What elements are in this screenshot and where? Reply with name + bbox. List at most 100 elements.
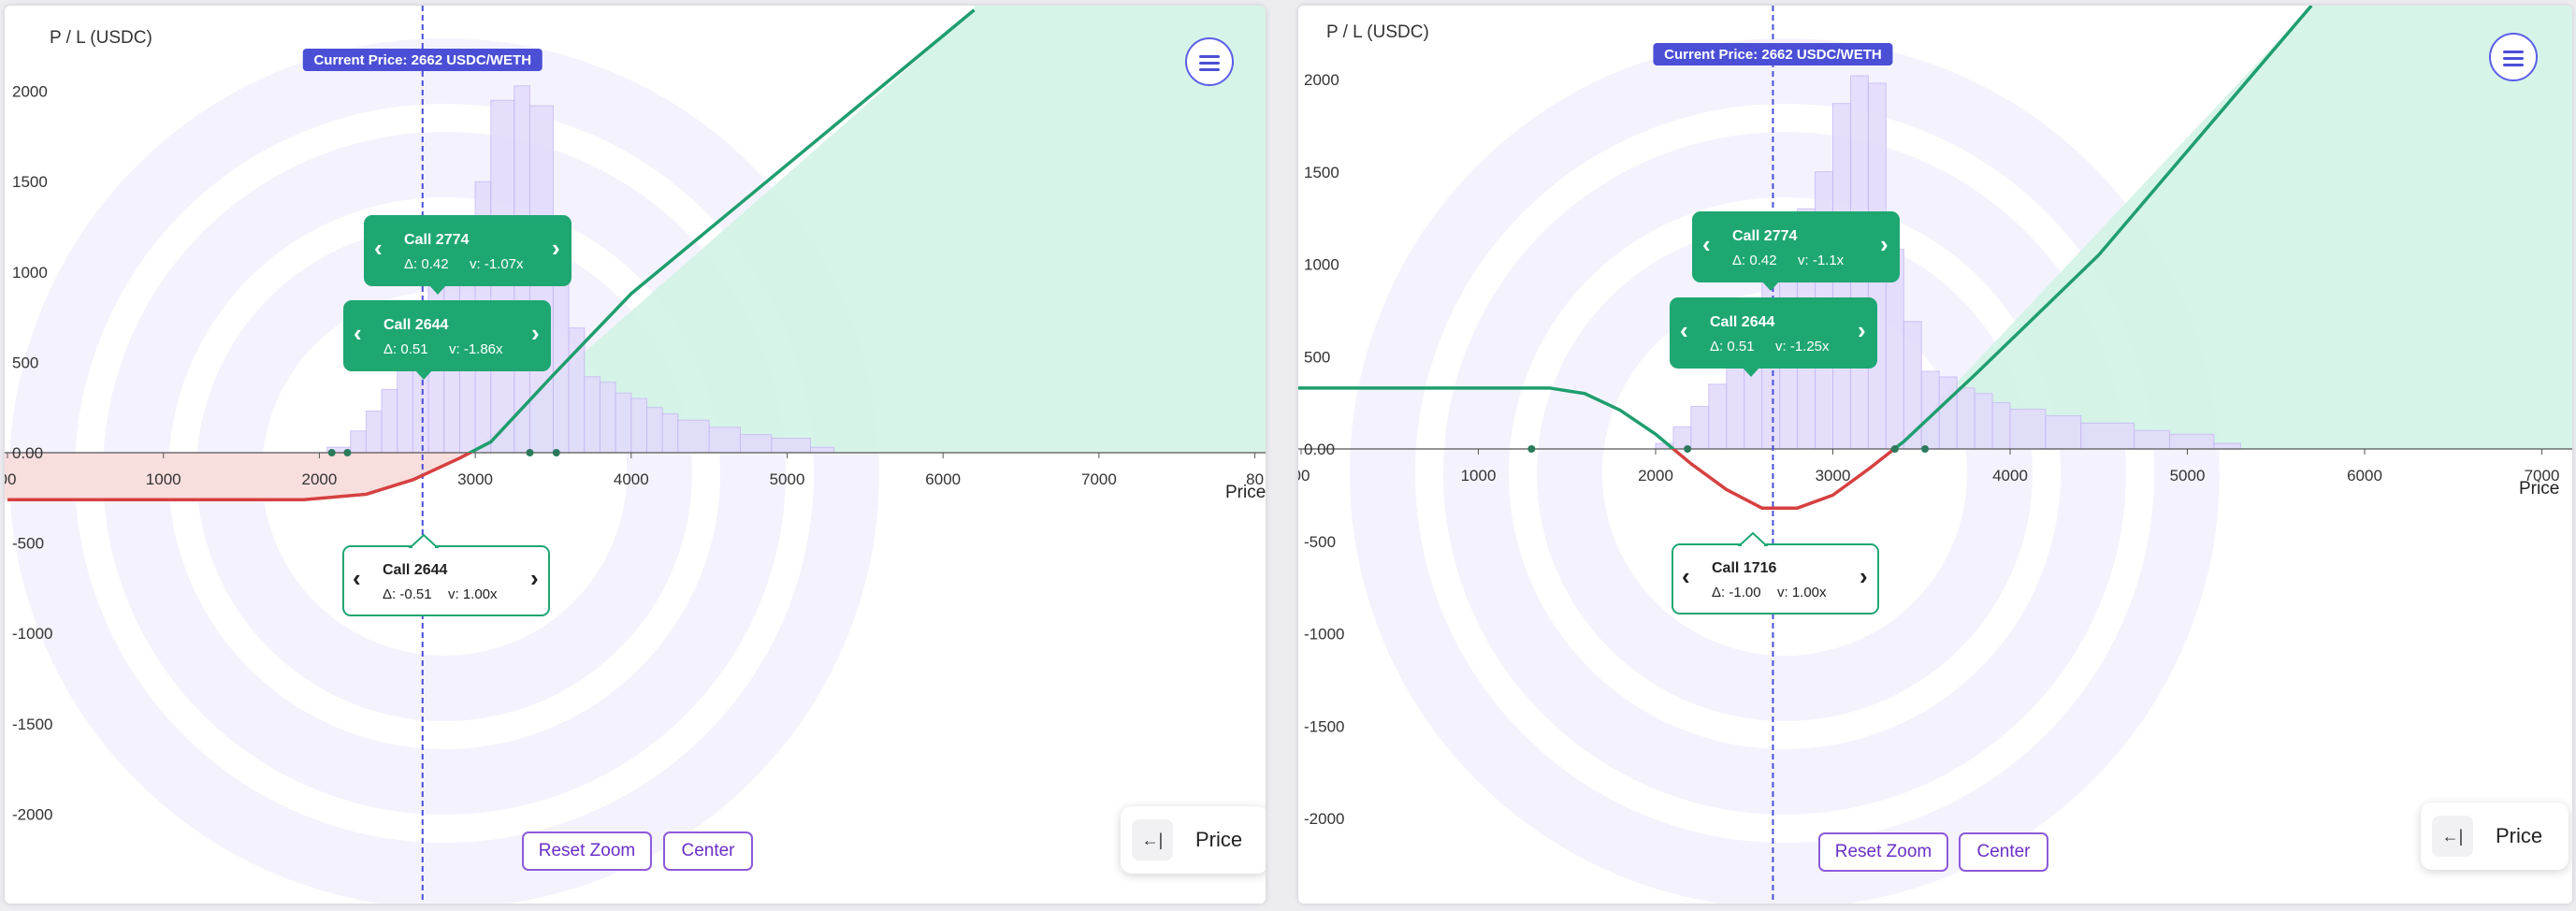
- histogram-bar: [2045, 414, 2082, 450]
- strike-marker[interactable]: [1684, 445, 1692, 453]
- option-tag-delta: Δ: 0.42: [404, 256, 449, 272]
- y-axis-title: P / L (USDC): [1326, 22, 1429, 42]
- price-toggle-label: Price: [1195, 828, 1243, 851]
- hamburger-menu-icon: [2503, 51, 2524, 53]
- arrow-to-bar-left-icon: ←|: [1132, 819, 1173, 860]
- histogram-bar: [771, 438, 812, 454]
- option-tag[interactable]: ‹ › Call 2644 Δ: 0.51 v: -1.86x: [343, 300, 551, 380]
- center-button[interactable]: Center: [1959, 832, 2048, 872]
- strike-marker[interactable]: [327, 449, 336, 456]
- payoff-line-loss: [1671, 449, 1898, 510]
- chevron-right-icon: ›: [1858, 316, 1866, 344]
- profit-zone: [470, 6, 1266, 453]
- strike-marker[interactable]: [1527, 445, 1536, 453]
- price-toggle-label: Price: [2496, 824, 2543, 847]
- background-ring: [1350, 38, 2220, 904]
- y-tick-label: 2000: [1304, 71, 1339, 89]
- option-tag-pointer: [1761, 281, 1780, 291]
- histogram-bar: [397, 365, 413, 454]
- y-tick-label: -2000: [12, 805, 52, 823]
- center-button[interactable]: Center: [663, 831, 753, 871]
- strike-marker[interactable]: [1921, 445, 1930, 453]
- option-tag[interactable]: ‹ › Call 2774 Δ: 0.42 v: -1.07x: [364, 215, 572, 295]
- histogram-bar: [1938, 376, 1958, 450]
- strike-marker[interactable]: [1890, 445, 1899, 453]
- histogram-bar: [2134, 429, 2171, 450]
- y-tick-label: 1000: [12, 264, 48, 282]
- strike-marker[interactable]: [343, 449, 352, 456]
- price-axis-toggle[interactable]: ←| Price: [2421, 803, 2569, 870]
- histogram-bar: [630, 398, 647, 454]
- option-tag-body: [364, 215, 572, 286]
- option-tag-delta: Δ: -0.51: [383, 586, 432, 602]
- background-rings: [1350, 38, 2220, 904]
- y-tick-label: 500: [1304, 348, 1330, 366]
- y-tick-label: 1500: [12, 173, 48, 191]
- option-tag-pointer: [1737, 531, 1769, 546]
- chevron-right-icon: ›: [552, 234, 560, 262]
- histogram-bar: [615, 392, 632, 454]
- x-tick-label: 1000: [146, 470, 181, 488]
- hamburger-menu-icon-bar: [2503, 64, 2524, 66]
- chevron-right-icon: ›: [1880, 230, 1889, 258]
- x-tick-label: 2000: [1638, 467, 1673, 484]
- histogram-bar: [552, 256, 570, 454]
- y-tick-label: 2000: [12, 83, 48, 101]
- histogram-bar: [584, 376, 601, 454]
- y-axis-title: P / L (USDC): [50, 28, 152, 48]
- strike-marker[interactable]: [552, 449, 560, 456]
- option-tag-body: [1670, 297, 1877, 369]
- histogram-bar: [2009, 409, 2047, 450]
- x-tick-label: 00: [1298, 467, 1310, 484]
- histogram-bar: [2169, 433, 2215, 450]
- arrow-to-bar-left-icon: ←|: [2432, 816, 2473, 857]
- histogram-bar: [1903, 321, 1922, 450]
- current-price-badge: [1653, 43, 1893, 65]
- histogram-bar: [350, 430, 367, 454]
- current-price-badge: [302, 49, 543, 71]
- histogram-bar: [645, 407, 663, 454]
- menu-button[interactable]: [2489, 33, 2538, 81]
- option-tag-body: [1672, 543, 1879, 615]
- profit-zone: [1894, 6, 2572, 449]
- pnl-chart-right[interactable]: 00 1000 2000 3000 4000 5000 6000 7000 2000 1500 10…: [1298, 6, 2572, 904]
- menu-button[interactable]: [1185, 37, 1234, 86]
- option-tag-body: [342, 545, 550, 616]
- hamburger-menu-icon-bar: [1199, 62, 1220, 65]
- option-tag-title: Call 2774: [1732, 228, 1797, 244]
- strike-marker[interactable]: [526, 449, 534, 456]
- reset-zoom-button[interactable]: Reset Zoom: [1818, 832, 1948, 872]
- x-axis-title: Price: [2519, 479, 2559, 499]
- option-tag-title: Call 2644: [1710, 314, 1774, 330]
- option-tag-volume: v: 1.00x: [1777, 585, 1827, 600]
- option-tag-pointer-mask: [1742, 544, 1764, 548]
- histogram-bar: [365, 411, 383, 454]
- option-tag-pointer: [428, 284, 447, 295]
- histogram-bar: [1974, 393, 1993, 450]
- option-tag[interactable]: ‹ › Call 2644 Δ: 0.51 v: -1.25x: [1670, 297, 1877, 377]
- x-tick-label: 4000: [1992, 467, 2028, 484]
- price-axis-toggle[interactable]: ←| Price: [1121, 806, 1266, 874]
- pnl-chart-left[interactable]: 00 1000 2000 3000 4000 5000 6000 7000 80 2000 1500…: [5, 6, 1266, 904]
- histogram-bar: [1726, 359, 1745, 450]
- option-tag-title: Call 1716: [1712, 560, 1776, 576]
- reset-zoom-button[interactable]: Reset Zoom: [522, 831, 652, 871]
- histogram-bar: [2080, 422, 2135, 450]
- chevron-left-icon: ‹: [353, 564, 361, 592]
- y-tick-label: 0.00: [12, 444, 43, 462]
- histogram-bar: [381, 388, 398, 454]
- option-tag[interactable]: ‹ › Call 2644 Δ: -0.51 v: 1.00x: [342, 533, 550, 616]
- x-tick-label: 3000: [1816, 467, 1851, 484]
- option-tag-delta: Δ: -1.00: [1712, 585, 1761, 600]
- pnl-chart-panel-left: 00 1000 2000 3000 4000 5000 6000 7000 80 2000 1500…: [5, 6, 1266, 904]
- option-tag[interactable]: ‹ › Call 1716 Δ: -1.00 v: 1.00x: [1672, 531, 1879, 615]
- option-tag-title: Call 2644: [384, 317, 448, 333]
- payoff-line-profit: [1298, 6, 2313, 449]
- option-tag[interactable]: ‹ › Call 2774 Δ: 0.42 v: -1.1x: [1692, 211, 1900, 291]
- chevron-left-icon: ‹: [374, 234, 383, 262]
- chevron-left-icon: ‹: [354, 319, 362, 347]
- option-tag-volume: v: -1.86x: [449, 341, 503, 357]
- y-tick-label: -500: [12, 535, 44, 553]
- current-price-label: Current Price: 2662 USDC/WETH: [313, 52, 531, 68]
- y-tick-label: -1000: [1304, 626, 1344, 643]
